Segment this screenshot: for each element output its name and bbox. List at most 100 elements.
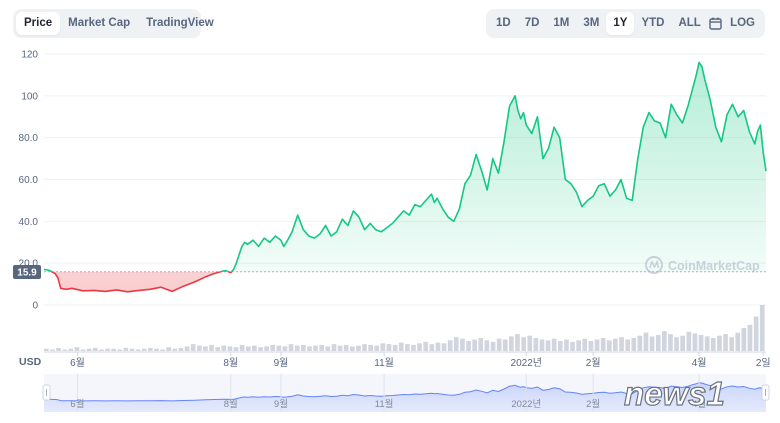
volume-bar xyxy=(92,347,98,351)
range-ytd-button[interactable]: YTD xyxy=(641,17,665,29)
log-scale-button[interactable]: LOG xyxy=(730,17,755,29)
range-7d-button[interactable]: 7D xyxy=(524,17,540,29)
volume-bar xyxy=(509,336,514,351)
volume-bar xyxy=(686,331,692,351)
volume-bar xyxy=(704,336,710,351)
x-tick-label: 4월 xyxy=(692,357,707,369)
volume-bar xyxy=(215,347,220,351)
currency-label: USD xyxy=(19,356,42,368)
volume-bar xyxy=(619,337,624,351)
volume-bar xyxy=(417,343,422,351)
volume-bar xyxy=(172,348,178,351)
tab-price[interactable]: Price xyxy=(16,12,61,35)
volume-bar xyxy=(209,344,214,351)
volume-bar xyxy=(515,334,520,351)
volume-bar xyxy=(368,344,373,351)
volume-bar xyxy=(117,349,123,351)
volume-bar xyxy=(184,346,190,351)
volume-bar xyxy=(606,340,612,351)
volume-bar xyxy=(521,337,526,351)
volume-bar xyxy=(490,341,496,351)
volume-bar xyxy=(460,338,465,351)
volume-bar xyxy=(398,342,404,351)
volume-bar xyxy=(301,344,306,351)
volume-bar xyxy=(643,332,649,351)
x-tick-label: 6월 xyxy=(70,357,85,369)
volume-bar xyxy=(600,338,606,351)
range-3m-button[interactable]: 3M xyxy=(583,17,600,29)
volume-bar xyxy=(258,347,263,351)
volume-bar xyxy=(166,347,172,351)
volume-bar xyxy=(747,324,753,351)
volume-bar xyxy=(435,342,441,351)
y-tick-label: 0 xyxy=(32,301,38,312)
volume-bar xyxy=(582,338,588,351)
volume-bar xyxy=(50,349,55,351)
volume-bar xyxy=(56,347,61,351)
time-range-selector: 1D 7D 1M 3M 1Y YTD ALL LOG xyxy=(486,9,765,38)
price-area-down xyxy=(51,271,232,292)
volume-bar xyxy=(698,334,704,351)
volume-bar xyxy=(227,346,233,351)
coinmarketcap-watermark: CoinMarketCap xyxy=(645,256,760,274)
volume-bar xyxy=(294,345,300,351)
volume-bar xyxy=(111,348,116,351)
volume-bar xyxy=(362,344,367,351)
volume-bar xyxy=(288,344,294,351)
news1-logo-text: news1 xyxy=(624,375,725,412)
volume-bar xyxy=(564,339,569,351)
range-1d-button[interactable]: 1D xyxy=(496,17,511,29)
y-tick-label: 100 xyxy=(21,91,38,102)
x-tick-label: 11월 xyxy=(374,357,394,369)
x-tick-label: 2022년 xyxy=(511,357,542,369)
volume-bar xyxy=(484,340,490,351)
volume-bar xyxy=(625,339,630,351)
volume-bar xyxy=(594,339,600,351)
volume-bar xyxy=(729,337,734,351)
tab-market-cap[interactable]: Market Cap xyxy=(68,17,131,29)
volume-bar xyxy=(735,332,741,351)
volume-bar xyxy=(282,346,288,351)
range-1m-button[interactable]: 1M xyxy=(553,17,570,29)
volume-bar xyxy=(674,337,679,351)
chart-type-tabs: Price Market Cap TradingView xyxy=(13,9,214,38)
navigator-tick-label: 6월 xyxy=(70,398,84,410)
volume-bar xyxy=(496,338,502,351)
navigator-tick-label: 9월 xyxy=(274,398,288,410)
volume-bar xyxy=(203,346,208,351)
price-area-up xyxy=(44,62,766,272)
y-tick-label: 40.0 xyxy=(19,217,39,228)
volume-bar xyxy=(380,343,386,351)
volume-bar xyxy=(325,346,331,351)
volume-bar xyxy=(466,341,471,351)
volume-bar xyxy=(478,338,484,351)
volume-bar xyxy=(374,345,380,351)
y-tick-label: 80.0 xyxy=(19,133,39,144)
navigator-tick-label: 2월 xyxy=(586,398,600,410)
volume-bar xyxy=(319,344,324,351)
volume-bar xyxy=(129,348,135,351)
volume-bar xyxy=(160,349,165,351)
volume-bar xyxy=(221,345,227,351)
volume-bar xyxy=(472,339,477,351)
tab-tradingview[interactable]: TradingView xyxy=(146,17,214,29)
volume-bar xyxy=(349,346,355,351)
volume-bar xyxy=(148,347,153,351)
calendar-icon[interactable] xyxy=(708,12,723,35)
navigator-ticks: 6월 8월 9월 11월 2022년 2월 4월 xyxy=(70,374,706,412)
y-axis: 0 20.0 40.0 60.0 80.0 100 120 xyxy=(19,50,39,312)
volume-bar xyxy=(551,338,557,351)
volume-bar xyxy=(343,344,349,351)
volume-bar xyxy=(86,348,92,351)
x-tick-label: 2일 xyxy=(756,357,771,369)
volume-bar xyxy=(502,339,508,351)
range-navigator[interactable]: 6월 8월 9월 11월 2022년 2월 4월 xyxy=(42,374,770,412)
x-axis: 6월 8월 9월 11월 2022년 2월 4월 2일 xyxy=(70,352,771,369)
range-all-button[interactable]: ALL xyxy=(678,17,701,29)
volume-bar xyxy=(710,338,716,351)
price-line-up xyxy=(43,61,767,272)
volume-bar xyxy=(741,328,747,351)
navigator-tick-label: 2022년 xyxy=(511,399,541,410)
range-1y-button[interactable]: 1Y xyxy=(606,12,635,35)
